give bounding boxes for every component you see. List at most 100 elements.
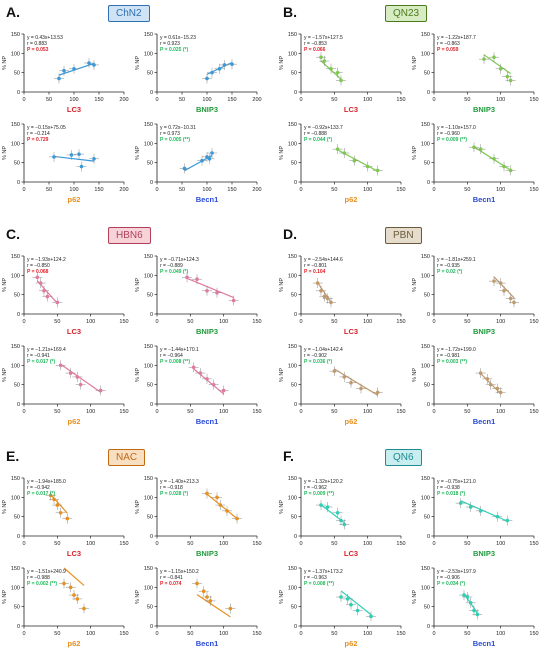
x-tick-label: 50 — [464, 319, 470, 325]
data-point — [195, 277, 199, 281]
data-point — [79, 164, 84, 169]
x-tick-label: 100 — [202, 97, 211, 103]
x-tick-label: 0 — [432, 409, 435, 415]
y-axis-label: % NP — [412, 278, 418, 292]
y-tick-label: 150 — [11, 254, 20, 260]
regression-line — [53, 155, 95, 162]
x-tick-label: 100 — [69, 187, 78, 193]
x-tick-label: 200 — [252, 97, 261, 103]
regression-line — [58, 62, 95, 76]
data-point — [230, 62, 234, 66]
regression-equation: y = −0.15x+75.05 — [27, 125, 66, 131]
data-point — [492, 55, 496, 59]
correlation-r: r = −0.850 — [27, 263, 50, 269]
panel-hbn6: C. HBN6 0 50 100 150 0 50 100 150 % NP LC3 y = −1.93… — [0, 222, 273, 440]
x-tick-label: 150 — [529, 409, 538, 415]
y-tick-label: 150 — [144, 476, 153, 482]
correlation-r: r = −0.889 — [160, 263, 183, 269]
p-value: P = 0.068 — [27, 269, 49, 275]
panel-chn2: A. ChN2 0 50 100 150 200 0 50 100 150 % NP LC3 y = 0.… — [0, 0, 273, 218]
y-axis-label: % NP — [135, 278, 141, 292]
regression-line — [196, 594, 231, 618]
regression-equation: y = −1.21x+169.4 — [27, 347, 66, 353]
panel-letter: E. — [6, 448, 20, 464]
data-point — [335, 511, 340, 515]
x-tick-label: 0 — [432, 97, 435, 103]
y-tick-label: 100 — [144, 585, 153, 591]
x-tick-label: 50 — [187, 541, 193, 547]
correlation-r: r = −0.988 — [27, 575, 50, 581]
x-tick-label: 50 — [464, 409, 470, 415]
y-tick-label: 50 — [147, 605, 153, 611]
data-point — [45, 294, 50, 299]
y-tick-label: 0 — [17, 312, 20, 318]
data-point — [322, 59, 327, 63]
data-point — [195, 581, 199, 586]
y-tick-label: 100 — [421, 273, 430, 279]
x-tick-label: 100 — [496, 187, 505, 193]
data-point — [228, 606, 233, 611]
x-tick-label: 100 — [86, 409, 95, 415]
x-tick-label: 150 — [529, 319, 538, 325]
data-point — [502, 164, 506, 169]
x-axis-label: LC3 — [67, 105, 81, 114]
correlation-r: r = −0.214 — [27, 131, 50, 137]
regression-equation: y = −1.22x+187.7 — [437, 35, 476, 41]
y-axis-label: % NP — [2, 278, 8, 292]
x-tick-label: 50 — [331, 187, 337, 193]
scatter-plot-becn1: 0 50 100 150 0 50 100 150 % NP Becn1 y = −2.53x+19… — [412, 566, 539, 648]
x-tick-label: 100 — [496, 319, 505, 325]
y-tick-label: 0 — [427, 312, 430, 318]
y-axis-label: % NP — [2, 368, 8, 382]
data-point — [475, 612, 480, 617]
y-tick-label: 100 — [11, 273, 20, 279]
regression-equation: y = −0.92x+133.7 — [304, 125, 343, 131]
y-tick-label: 0 — [427, 180, 430, 186]
data-point — [58, 363, 63, 368]
y-tick-label: 150 — [288, 476, 297, 482]
y-tick-label: 0 — [427, 534, 430, 540]
x-tick-label: 0 — [22, 409, 25, 415]
data-point — [472, 608, 476, 613]
x-axis-label: BNIP3 — [473, 327, 495, 336]
panel-title-badge: HBN6 — [108, 227, 151, 244]
y-tick-label: 50 — [14, 161, 20, 167]
correlation-r: r = −0.963 — [304, 575, 327, 581]
correlation-r: r = −0.960 — [437, 131, 460, 137]
x-axis-label: LC3 — [344, 105, 358, 114]
y-tick-label: 100 — [11, 51, 20, 57]
x-tick-label: 150 — [119, 319, 128, 325]
data-point — [492, 279, 496, 283]
p-value: P = 0.008 (**) — [160, 359, 190, 365]
data-point — [478, 371, 483, 375]
data-point — [205, 491, 209, 496]
x-tick-label: 150 — [252, 319, 261, 325]
y-tick-label: 0 — [150, 180, 153, 186]
x-tick-label: 0 — [299, 97, 302, 103]
regression-equation: y = −1.40x+213.3 — [160, 479, 199, 485]
y-tick-label: 100 — [288, 273, 297, 279]
y-tick-label: 100 — [144, 495, 153, 501]
y-axis-label: % NP — [279, 146, 285, 160]
data-point — [342, 375, 347, 379]
x-axis-label: BNIP3 — [196, 549, 218, 558]
x-tick-label: 150 — [94, 187, 103, 193]
data-point — [222, 63, 227, 67]
data-point — [62, 581, 66, 586]
data-point — [58, 511, 63, 515]
y-axis-label: % NP — [279, 368, 285, 382]
p-value: P = 0.044 (*) — [304, 137, 332, 143]
x-tick-label: 0 — [22, 541, 25, 547]
x-tick-label: 50 — [331, 409, 337, 415]
correlation-r: r = 0.923 — [160, 41, 180, 47]
data-point — [352, 158, 357, 163]
x-axis-label: p62 — [345, 195, 358, 204]
y-tick-label: 150 — [421, 32, 430, 38]
data-point — [498, 281, 503, 285]
data-point — [365, 164, 370, 169]
p-value: P = 0.034 (*) — [437, 581, 465, 587]
x-tick-label: 0 — [22, 97, 25, 103]
panel-title-badge: ChN2 — [108, 5, 150, 22]
data-point — [72, 593, 76, 597]
